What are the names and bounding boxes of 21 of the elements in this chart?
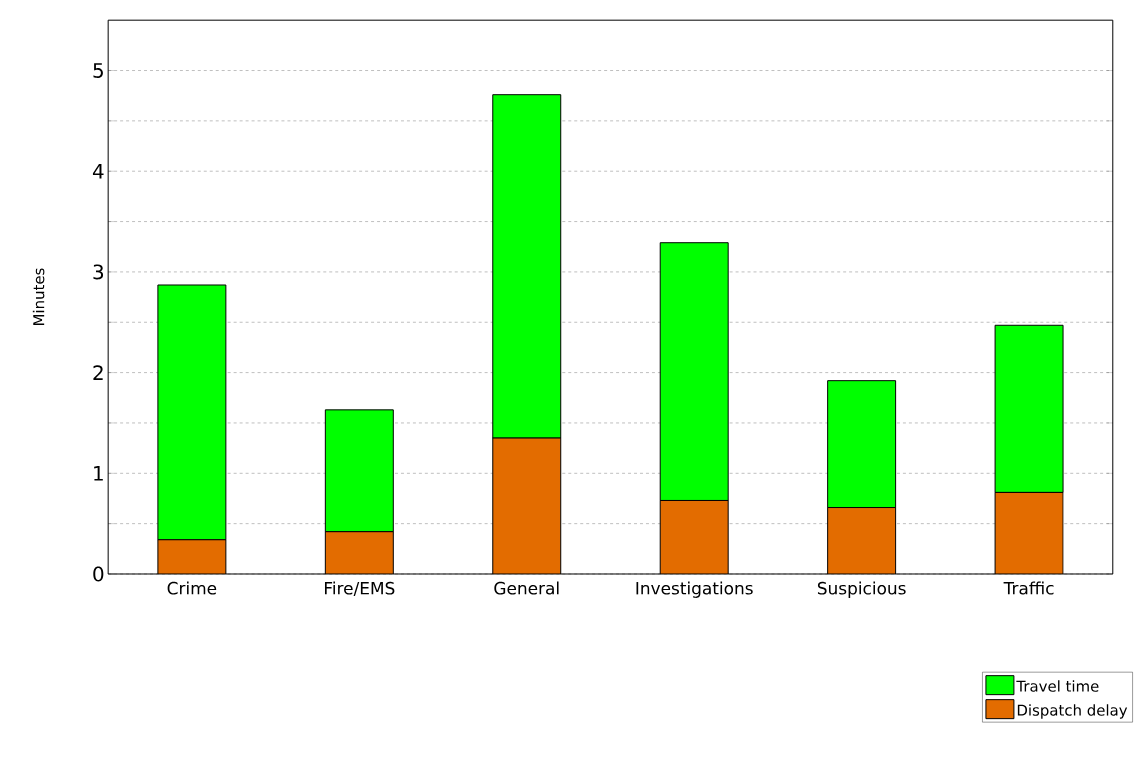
y-tick-label: 0 [93,566,104,582]
y-tick-label: 1 [94,465,103,481]
x-tick-label: General [494,581,559,595]
y-axis-title: Minutes [32,268,45,325]
bar [659,499,729,574]
bar [324,531,394,574]
bar [157,539,227,574]
y-tick-label: 2 [93,365,103,380]
bar [994,491,1064,574]
legend-label: Dispatch delay [1017,704,1128,719]
x-tick-label: Traffic [1003,581,1054,595]
legend-label: Travel time [1016,680,1099,692]
x-tick-label: Fire/EMS [324,581,395,596]
x-tick-label: Crime [167,581,217,595]
y-tick-label: 5 [93,63,103,78]
bar [827,506,897,574]
bar [492,437,562,574]
y-tick-label: 4 [92,163,104,179]
x-tick-label: Investigations [636,581,753,598]
y-tick-label: 3 [93,264,104,280]
x-tick-label: Suspicious [817,581,906,598]
